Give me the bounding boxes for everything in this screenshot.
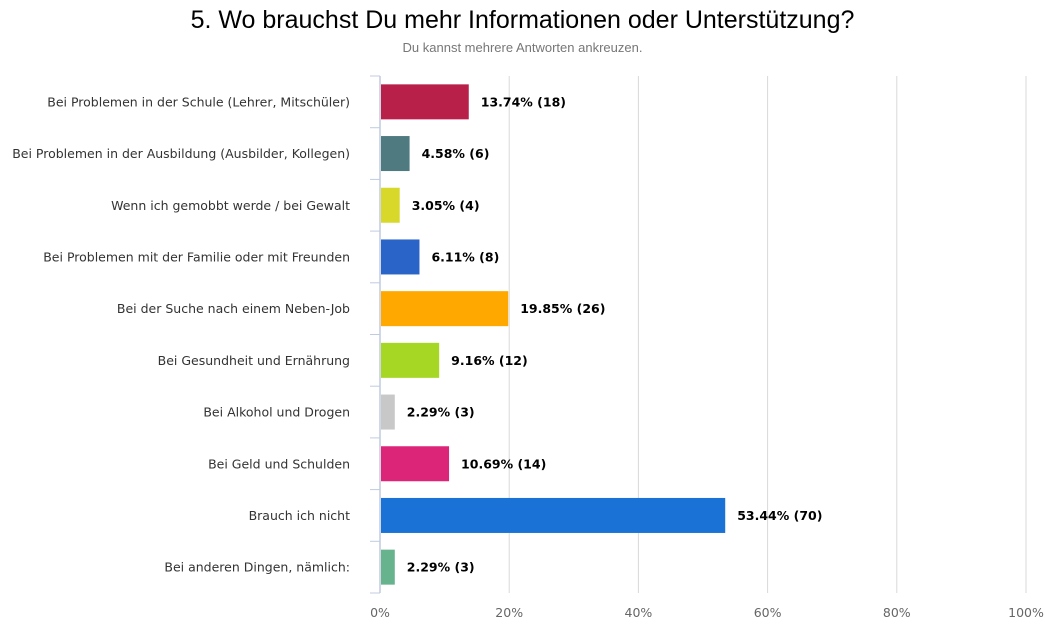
category-label: Bei Problemen in der Schule (Lehrer, Mit… [47, 94, 350, 109]
category-label: Wenn ich gemobbt werde / bei Gewalt [111, 198, 350, 213]
value-label: 3.05% (4) [412, 198, 480, 213]
category-label: Bei Problemen mit der Familie oder mit F… [43, 249, 350, 264]
category-label: Bei Alkohol und Drogen [203, 405, 350, 420]
bars [381, 84, 726, 585]
category-label: Bei anderen Dingen, nämlich: [164, 560, 350, 575]
bar [381, 342, 440, 378]
chart-title: 5. Wo brauchst Du mehr Informationen ode… [190, 6, 855, 34]
value-label: 9.16% (12) [451, 353, 528, 368]
x-tick-label: 20% [495, 605, 523, 620]
value-label: 2.29% (3) [407, 405, 475, 420]
bar [381, 549, 395, 585]
x-tick-label: 0% [370, 605, 390, 620]
category-label: Bei Gesundheit und Ernährung [158, 353, 350, 368]
x-tick-label: 60% [754, 605, 782, 620]
value-label: 13.74% (18) [481, 94, 566, 109]
category-label: Bei Problemen in der Ausbildung (Ausbild… [12, 146, 350, 161]
category-axis [370, 75, 381, 594]
labels: 0% 20% 40% 60% 80% 100% Bei Problemen in der S… [12, 94, 1044, 620]
bar [381, 291, 509, 327]
bar [381, 136, 410, 172]
x-tick-label: 80% [883, 605, 911, 620]
value-label: 4.58% (6) [422, 146, 490, 161]
x-tick-label: 40% [625, 605, 653, 620]
category-label: Brauch ich nicht [249, 508, 350, 523]
value-label: 2.29% (3) [407, 560, 475, 575]
value-label: 19.85% (26) [520, 301, 605, 316]
x-tick-label: 100% [1008, 605, 1044, 620]
chart-subtitle: Du kannst mehrere Antworten ankreuzen. [402, 40, 643, 55]
bar [381, 446, 450, 482]
category-label: Bei der Suche nach einem Neben-Job [117, 301, 350, 316]
value-label: 10.69% (14) [461, 456, 546, 471]
value-label: 53.44% (70) [737, 508, 822, 523]
bar [381, 187, 400, 223]
value-label: 6.11% (8) [431, 249, 499, 264]
bar [381, 84, 469, 120]
bar [381, 497, 726, 533]
bar [381, 239, 420, 275]
bar [381, 394, 395, 430]
category-label: Bei Geld und Schulden [208, 456, 350, 471]
